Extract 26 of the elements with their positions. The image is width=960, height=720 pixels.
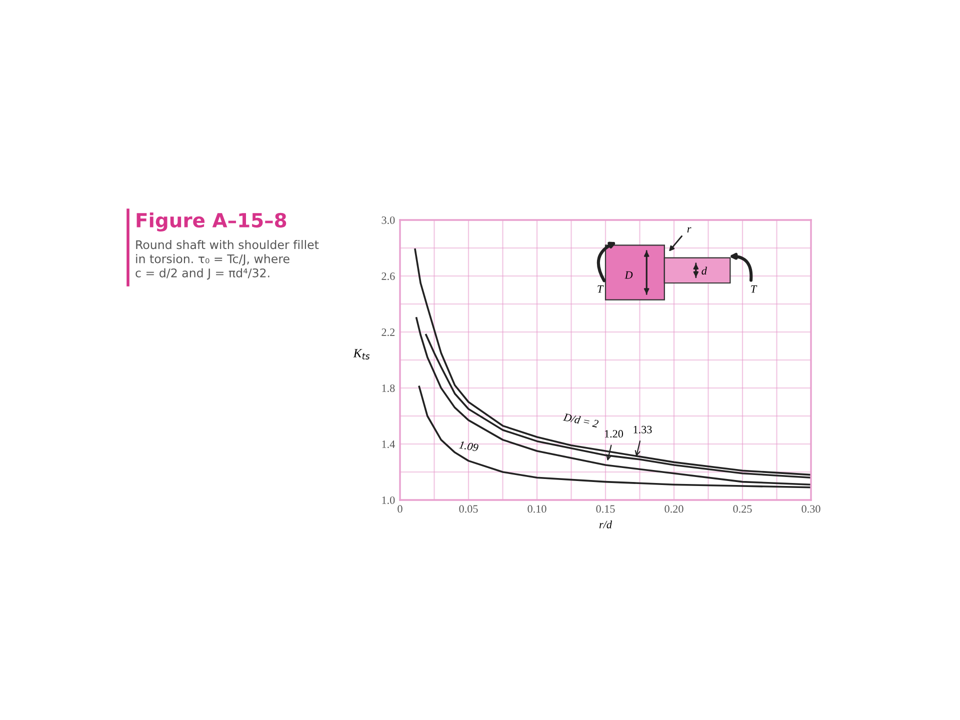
x-tick-label: 0 — [398, 505, 402, 513]
x-tick-label: 0.15 — [596, 505, 615, 513]
annotation: T — [598, 285, 604, 293]
x-tick-label: 0.05 — [459, 505, 478, 513]
y-tick-label: 1.8 — [382, 384, 395, 392]
annotation: 1.09 — [458, 440, 479, 452]
x-tick-label: 0.25 — [733, 505, 752, 513]
annotation: D/d = 2 — [562, 412, 599, 428]
annotation: 1.33 — [634, 426, 652, 434]
x-axis-title: r/d — [599, 520, 612, 528]
y-tick-label: 1.4 — [382, 440, 395, 448]
y-tick-label: 2.6 — [382, 272, 395, 280]
y-tick-label: 1.0 — [382, 496, 395, 504]
annotation: d — [702, 266, 707, 275]
annotation: 1.20 — [604, 430, 624, 438]
annotation: D — [624, 271, 633, 279]
text: Round shaft with shoulder fillet in torsion. τ₀ = Tc/J, where c = d/2 and J = πd⁴/32. — [136, 240, 319, 280]
y-tick-label: 3.0 — [382, 216, 395, 224]
annotation: T — [751, 285, 758, 293]
y-tick-label: 2.2 — [382, 328, 395, 336]
x-tick-label: 0.20 — [664, 505, 684, 513]
x-tick-label: 0.10 — [528, 505, 546, 513]
annotation: r — [687, 227, 692, 232]
x-tick-label: 0.30 — [802, 505, 820, 513]
text: Figure A–15–8 — [136, 212, 286, 232]
y-axis-title: K$_{ts}$ — [353, 349, 370, 360]
